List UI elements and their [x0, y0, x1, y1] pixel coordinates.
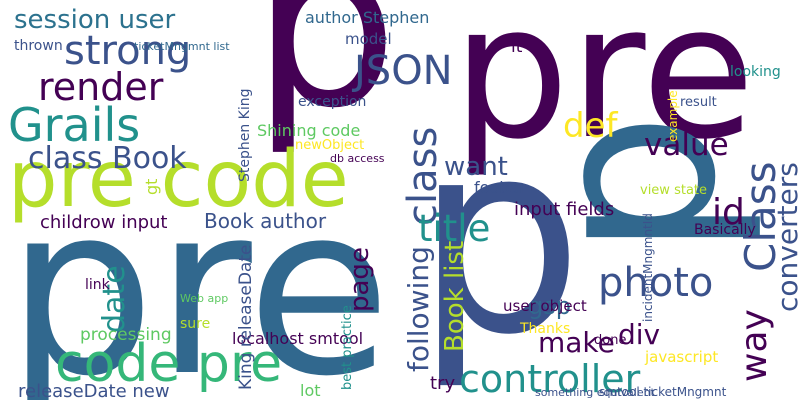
- word: controller: [459, 357, 641, 400]
- word: input fields: [514, 199, 614, 220]
- word: page: [345, 247, 375, 312]
- word: Book list: [440, 241, 470, 352]
- word: Book author: [204, 209, 327, 233]
- word: Stephen King: [237, 88, 253, 182]
- word: following: [402, 246, 435, 372]
- word: example: [666, 90, 680, 142]
- word: id: [712, 192, 745, 233]
- word: JSON: [351, 48, 453, 94]
- word: exception: [298, 94, 366, 110]
- word: strong: [64, 28, 191, 74]
- word: author Stephen: [305, 8, 429, 27]
- word: gt: [142, 179, 161, 195]
- word: releaseDate new: [18, 381, 170, 400]
- word: newObject: [295, 138, 364, 153]
- word: link: [85, 277, 111, 293]
- word: Web app: [180, 292, 228, 305]
- word: javascript: [644, 348, 718, 366]
- word: Grails: [8, 98, 140, 152]
- word: gsp: [528, 292, 571, 320]
- word: sure: [180, 316, 210, 332]
- word: best practice: [340, 305, 355, 390]
- word: lt: [511, 37, 523, 57]
- word: thrown: [14, 38, 63, 54]
- word: p: [415, 85, 583, 393]
- word: processing: [80, 325, 172, 345]
- word: Class: [736, 162, 785, 273]
- word: user object: [503, 297, 587, 315]
- word: model: [345, 30, 392, 48]
- word: localhost smtool: [232, 329, 363, 348]
- word: something equivalent: [535, 386, 656, 399]
- word: view state: [640, 183, 707, 198]
- word: title: [418, 207, 490, 250]
- word: render: [38, 65, 164, 109]
- word: make: [538, 326, 615, 359]
- word: class: [400, 127, 446, 226]
- word: code pre: [55, 334, 282, 394]
- word: photo: [598, 260, 713, 306]
- word: value: [644, 127, 729, 163]
- word: foobar: [474, 178, 526, 197]
- word: p: [252, 0, 398, 159]
- word: pre: [452, 0, 755, 180]
- word: incidentMngmntId: [641, 213, 655, 322]
- word: lot: [300, 381, 321, 400]
- word: Basically: [694, 222, 756, 238]
- word: div: [618, 318, 660, 351]
- word: way: [734, 309, 775, 382]
- word: def: [563, 106, 619, 146]
- word: Shining code: [257, 121, 360, 140]
- word: ticketMngmnt list: [134, 40, 230, 53]
- word: try: [430, 373, 455, 394]
- word: db access: [330, 152, 385, 165]
- word: session user: [14, 5, 176, 35]
- word: pre code: [8, 135, 349, 225]
- word: King releaseDate: [236, 245, 256, 390]
- word: p: [500, 112, 767, 258]
- word: Thanks: [519, 321, 570, 337]
- word: converters: [771, 162, 800, 312]
- word: smtool ticketMngmnt: [599, 385, 727, 399]
- word: pre: [6, 155, 391, 400]
- word: done: [594, 333, 626, 348]
- word: childrow input: [40, 212, 168, 233]
- word: class Book: [28, 141, 187, 176]
- word: result: [680, 95, 717, 110]
- word: date: [97, 265, 132, 333]
- word: looking: [730, 64, 781, 80]
- word: want: [444, 152, 508, 182]
